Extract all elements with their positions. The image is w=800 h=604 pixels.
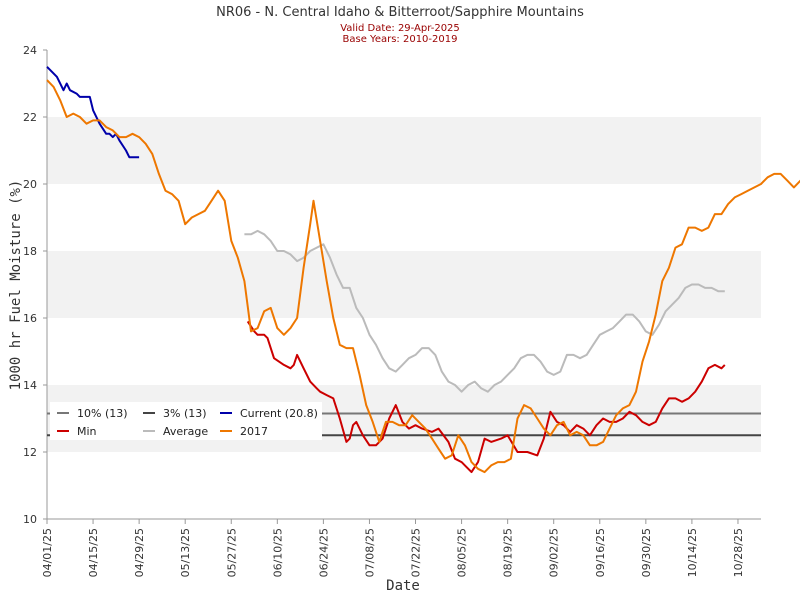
x-tick-label: 10/14/25 — [686, 528, 699, 577]
x-tick-label: 09/02/25 — [548, 528, 561, 577]
axes: 10 12 14 16 18 20 22 24 04/01/25 04/15/25 04/29/25… — [23, 44, 761, 577]
legend-label: Average — [163, 425, 208, 438]
grid-band — [47, 452, 761, 519]
legend-label: 3% (13) — [163, 407, 207, 420]
y-tick-label: 20 — [23, 178, 37, 191]
x-tick-label: 10/28/25 — [732, 528, 745, 577]
y-tick-label: 14 — [23, 379, 37, 392]
y-tick-label: 16 — [23, 312, 37, 325]
chart-subtitle-base-years: Base Years: 2010-2019 — [343, 34, 458, 45]
x-tick-label: 06/10/25 — [271, 528, 284, 577]
x-tick-label: 06/24/25 — [317, 528, 330, 577]
series-line — [246, 320, 726, 474]
y-tick-label: 12 — [23, 446, 37, 459]
y-tick-label: 24 — [23, 44, 37, 57]
series-line — [244, 229, 725, 393]
y-axis-label: 1000 hr Fuel Moisture (%) — [8, 180, 24, 391]
legend-label: Current (20.8) — [240, 407, 318, 420]
x-tick-label: 09/16/25 — [594, 528, 607, 577]
x-tick-label: 07/08/25 — [363, 528, 376, 577]
x-tick-label: 04/29/25 — [133, 528, 146, 577]
grid-band — [47, 50, 761, 117]
x-tick-label: 08/19/25 — [502, 528, 515, 577]
x-tick-label: 05/13/25 — [179, 528, 192, 577]
chart-subtitle-valid-date: Valid Date: 29-Apr-2025 — [340, 23, 460, 34]
y-tick-label: 22 — [23, 111, 37, 124]
grid-band — [47, 184, 761, 251]
grid-band — [47, 251, 761, 318]
x-tick-label: 04/15/25 — [87, 528, 100, 577]
x-tick-label: 07/22/25 — [410, 528, 423, 577]
background-bands — [47, 50, 761, 519]
x-axis-label: Date — [386, 578, 420, 594]
legend-label: 10% (13) — [77, 407, 128, 420]
legend-label: Min — [77, 425, 97, 438]
x-tick-label: 05/27/25 — [225, 528, 238, 577]
legend-label: 2017 — [240, 425, 268, 438]
legend: 10% (13) 3% (13) Current (20.8) Min Average 2… — [50, 402, 322, 440]
chart-title: NR06 - N. Central Idaho & Bitterroot/Sap… — [216, 5, 584, 20]
x-tick-label: 09/30/25 — [640, 528, 653, 577]
grid-band — [47, 318, 761, 385]
series-line — [46, 66, 140, 159]
series-line — [46, 79, 800, 474]
y-tick-label: 10 — [23, 513, 37, 526]
x-tick-label: 08/05/25 — [456, 528, 469, 577]
legend-box — [50, 402, 322, 440]
grid-band — [47, 117, 761, 184]
y-tick-label: 18 — [23, 245, 37, 258]
x-tick-label: 04/01/25 — [41, 528, 54, 577]
